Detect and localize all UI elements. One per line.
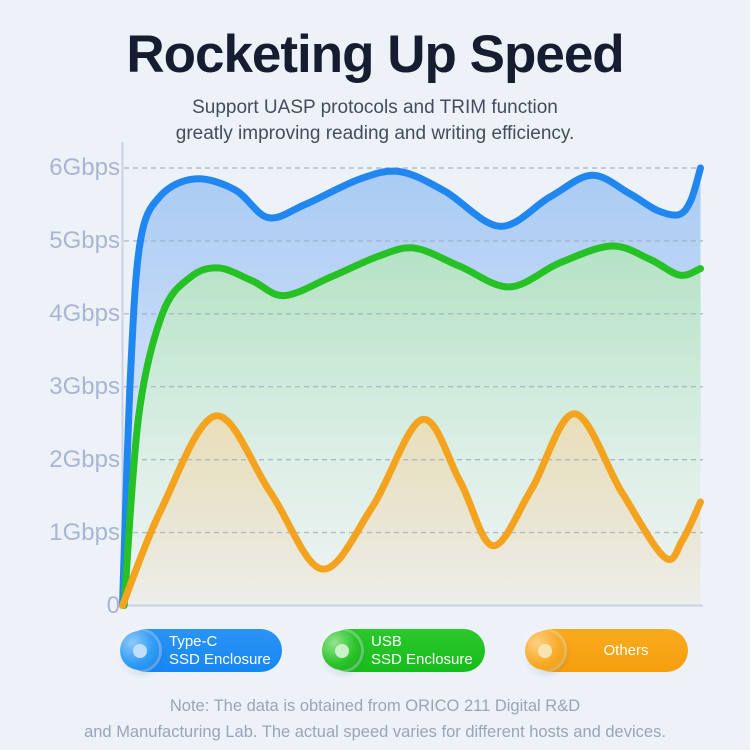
legend-label-line1: Type-C <box>169 633 218 650</box>
legend-label-line1: Others <box>603 641 649 659</box>
legend-pill-usb: USB SSD Enclosure <box>322 629 485 672</box>
legend-label-line2: SSD Enclosure <box>169 650 271 668</box>
y-axis-tick-label: 4Gbps <box>49 299 120 327</box>
footnote-line-1: Note: The data is obtained from ORICO 21… <box>169 697 581 715</box>
subtitle: Support UASP protocols and TRIM function… <box>0 95 750 147</box>
series-line-usb <box>120 242 704 609</box>
legend-ball-dot-icon <box>537 643 552 658</box>
y-axis-tick-label: 6Gbps <box>49 154 120 181</box>
y-axis-tick-label: 3Gbps <box>49 372 120 400</box>
y-axis-tick-label: 5Gbps <box>49 226 120 254</box>
legend-label-line2: SSD Enclosure <box>371 650 473 668</box>
y-axis-tick-label: 1Gbps <box>49 518 120 546</box>
chart-legend: Type-C SSD Enclosure USB SSD Enclosure O… <box>0 629 750 673</box>
series-line-typec <box>119 164 704 609</box>
footnote-line-2: and Manufacturing Lab. The actual speed … <box>84 722 666 741</box>
series-line-others <box>119 410 704 609</box>
page-title: Rocketing Up Speed <box>126 25 624 84</box>
series-area-others <box>122 413 701 606</box>
y-axis-tick-label: 2Gbps <box>49 445 120 473</box>
legend-ball-dot-icon <box>334 643 349 658</box>
legend-pill-others: Others <box>525 629 688 672</box>
legend-ball-green-icon <box>322 631 361 670</box>
legend-pill-type-c: Type-C SSD Enclosure <box>120 629 282 672</box>
y-axis-tick-label: 0 <box>106 591 120 619</box>
legend-ball-orange-icon <box>525 631 564 670</box>
legend-ball-dot-icon <box>132 643 147 658</box>
footnote: Note: The data is obtained from ORICO 21… <box>0 694 750 745</box>
subtitle-line-2: greatly improving reading and writing ef… <box>175 123 575 145</box>
legend-ball-blue-icon <box>120 631 159 670</box>
legend-label-line1: USB <box>371 633 402 650</box>
subtitle-line-1: Support UASP protocols and TRIM function <box>192 97 558 118</box>
